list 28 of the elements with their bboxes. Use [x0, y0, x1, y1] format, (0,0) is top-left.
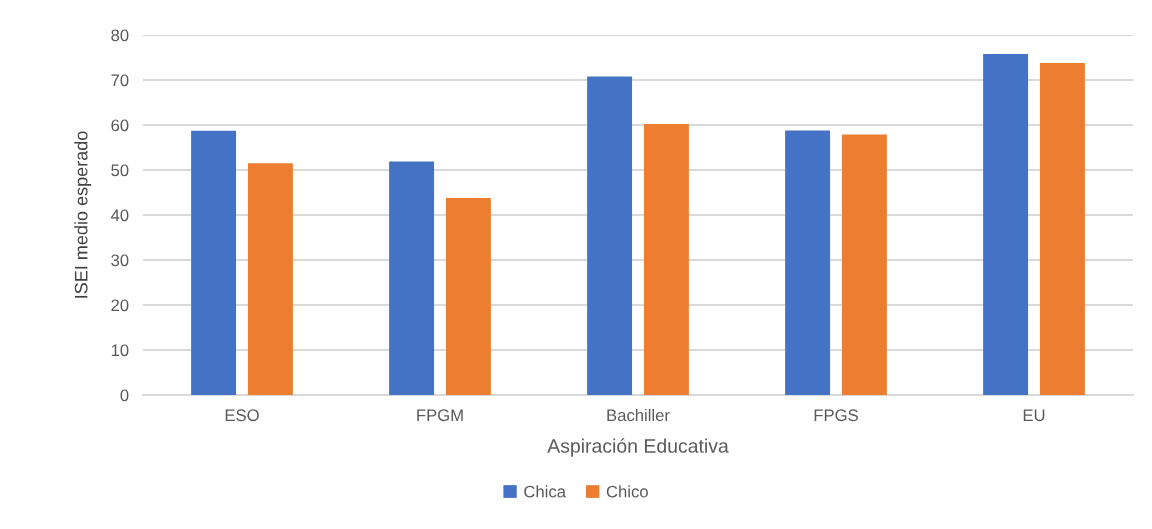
- bar: [191, 130, 237, 395]
- y-tick-label: 10: [111, 344, 129, 357]
- y-tick-label: 50: [111, 164, 129, 177]
- bar: [785, 130, 831, 395]
- y-tick-label: 80: [111, 29, 129, 42]
- y-tick-label: 40: [110, 209, 129, 222]
- bar: [445, 197, 491, 395]
- x-tick-label: Bachiller: [607, 408, 670, 422]
- y-axis-title: ISEI medio esperado: [74, 131, 92, 298]
- bar: [247, 163, 293, 395]
- bar: [643, 124, 689, 395]
- bar: [983, 53, 1029, 395]
- y-tick-label: 70: [111, 74, 129, 87]
- y-tick-label: 30: [111, 254, 129, 267]
- x-tick-label: FPGS: [814, 409, 858, 422]
- bar: [587, 76, 633, 395]
- bar: [389, 161, 435, 395]
- bar: [841, 134, 887, 395]
- y-tick-label: 20: [111, 299, 129, 312]
- x-tick-label: EU: [1023, 409, 1045, 422]
- y-tick-label: 60: [111, 119, 129, 132]
- x-axis-title: Aspiración Educativa: [547, 438, 729, 457]
- legend-label: Chica: [524, 485, 566, 498]
- x-tick-label: ESO: [225, 409, 259, 422]
- bar: [1039, 62, 1085, 395]
- legend-label: Chico: [606, 485, 648, 498]
- x-tick-label: FPGM: [417, 409, 463, 422]
- y-tick-label: 0: [120, 389, 129, 402]
